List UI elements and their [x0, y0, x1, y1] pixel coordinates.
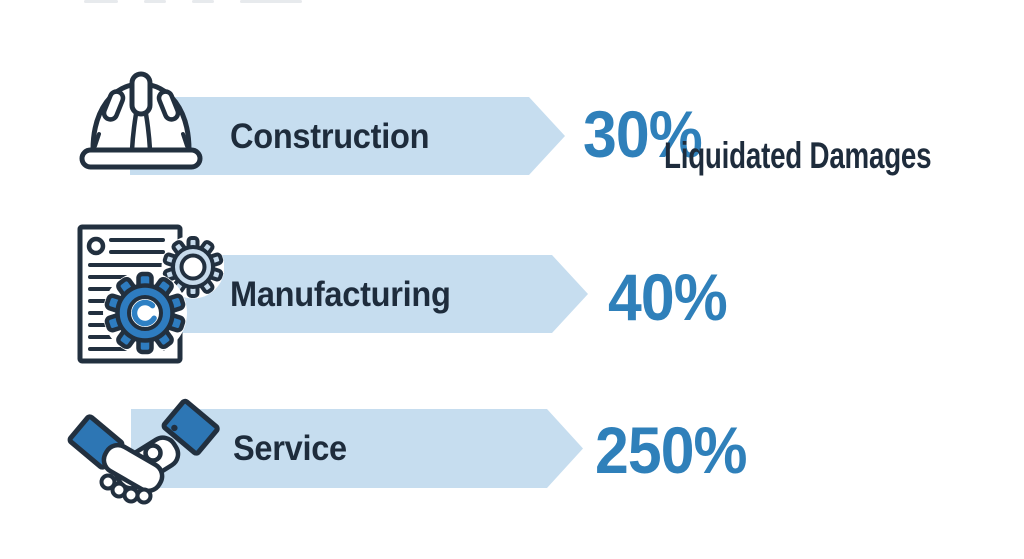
- manufacturing-label: Manufacturing: [230, 275, 451, 314]
- document-gears-icon: [77, 224, 224, 364]
- construction-value: 30%: [583, 97, 703, 171]
- manufacturing-value: 40%: [608, 260, 728, 334]
- construction-label: Construction: [230, 117, 430, 156]
- hard-hat-icon: [79, 71, 203, 170]
- liquidated-damages-label: Liquidated Damages: [664, 135, 932, 176]
- service-label: Service: [233, 429, 347, 468]
- service-value: 250%: [595, 413, 748, 487]
- manufacturing-banner-arrow: [181, 255, 588, 333]
- construction-banner-arrow: [130, 97, 565, 175]
- handshake-icon: [67, 398, 220, 505]
- cropped-text-artifact: [84, 0, 302, 4]
